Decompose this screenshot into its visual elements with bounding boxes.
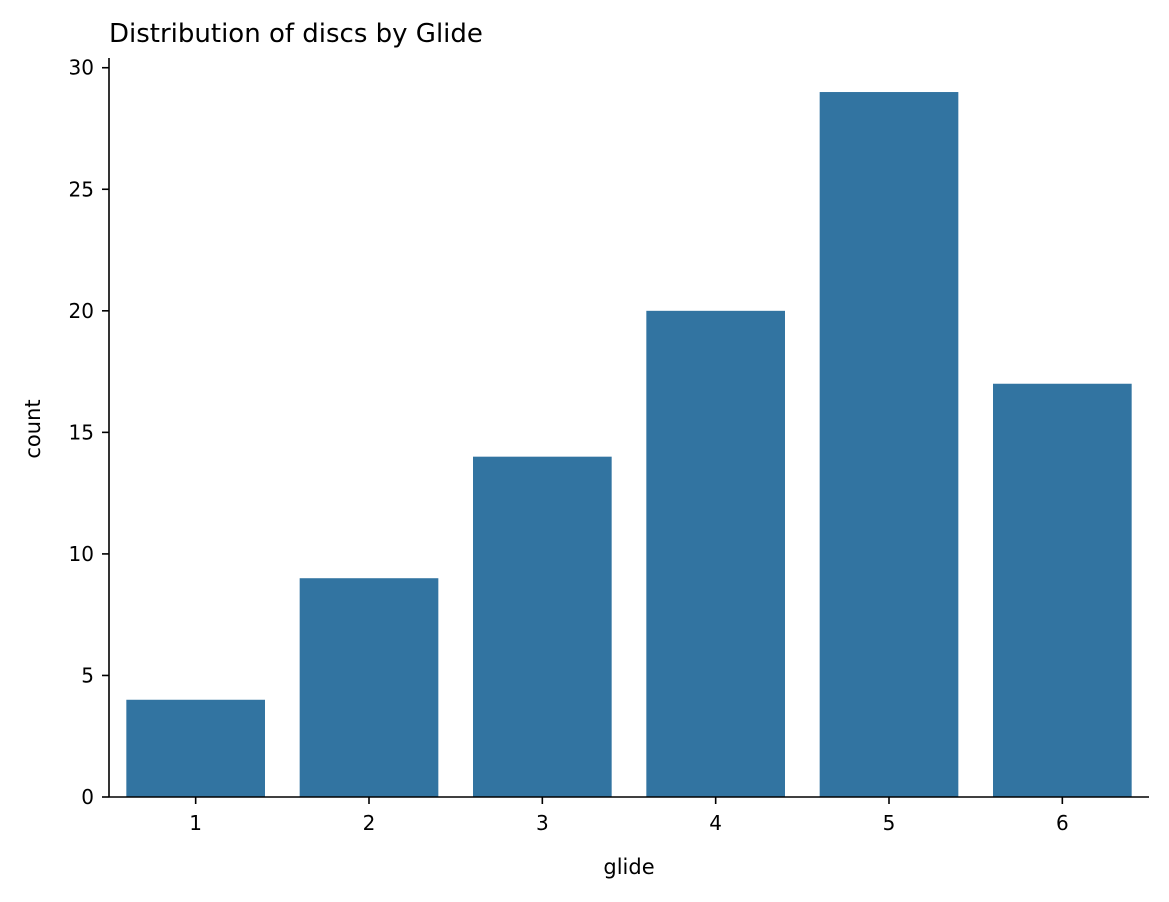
bars-group (126, 92, 1132, 797)
x-tick-label: 4 (709, 811, 722, 835)
bar-6 (993, 383, 1132, 797)
y-tick-label: 25 (69, 177, 94, 201)
x-tick-label: 2 (363, 811, 376, 835)
y-axis-label: count (21, 399, 45, 458)
x-axis-ticks: 1 2 3 4 5 6 (189, 797, 1069, 835)
bar-3 (473, 456, 612, 797)
x-tick-label: 6 (1056, 811, 1069, 835)
y-tick-label: 5 (81, 663, 94, 687)
chart-title: Distribution of discs by Glide (109, 19, 483, 49)
x-tick-label: 1 (189, 811, 202, 835)
y-tick-label: 30 (69, 56, 94, 80)
y-tick-label: 15 (69, 420, 94, 444)
bar-5 (819, 92, 959, 797)
x-tick-label: 3 (536, 811, 549, 835)
y-axis-ticks: 0 5 10 15 20 25 30 (69, 56, 109, 809)
bar-2 (299, 578, 439, 797)
bar-4 (646, 310, 785, 797)
y-tick-label: 0 (81, 785, 94, 809)
y-tick-label: 10 (69, 542, 94, 566)
bar-1 (126, 699, 265, 797)
y-tick-label: 20 (69, 299, 94, 323)
x-axis-label: glide (603, 855, 654, 879)
x-tick-label: 5 (883, 811, 896, 835)
